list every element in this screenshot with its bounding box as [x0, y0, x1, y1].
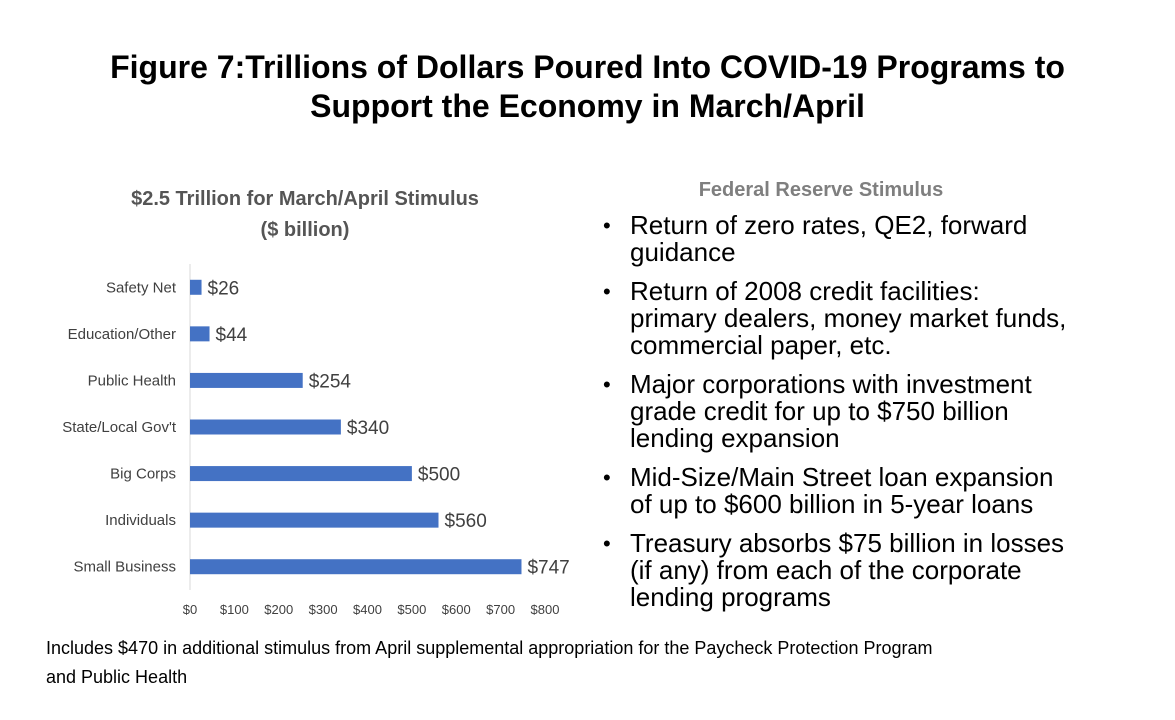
bar	[190, 326, 210, 342]
footnote-line-2: and Public Health	[46, 667, 188, 687]
fed-bullet-line: of up to $600 billion in 5-year loans	[630, 489, 1034, 519]
x-tick-label: $500	[397, 602, 426, 617]
chart-title: $2.5 Trillion for March/April Stimulus (…	[40, 184, 570, 246]
fed-bullet-line: Treasury absorbs $75 billion in losses	[630, 528, 1065, 558]
x-tick-label: $400	[353, 602, 382, 617]
bullet-dot-icon: •	[603, 465, 611, 490]
fed-bullet-line: Major corporations with investment	[630, 369, 1032, 399]
chart-title-line-1: $2.5 Trillion for March/April Stimulus	[131, 188, 479, 210]
x-tick-label: $300	[309, 602, 338, 617]
x-tick-label: $0	[183, 602, 197, 617]
data-label: $500	[418, 465, 460, 486]
bar-chart: Safety Net $26 Education/Other $44 Public He…	[62, 264, 570, 617]
fed-bullet-item: • Major corporations with investment gra…	[596, 371, 1156, 452]
category-label: Safety Net	[106, 279, 177, 296]
fed-bullet-line: (if any) from each of the corporate	[630, 555, 1022, 585]
bullet-dot-icon: •	[603, 213, 611, 238]
fed-bullet-line: commercial paper, etc.	[630, 330, 892, 360]
fed-bullet-line: primary dealers, money market funds,	[630, 303, 1067, 333]
x-tick-label: $200	[264, 602, 293, 617]
fed-bullet-line: lending programs	[630, 582, 831, 612]
data-label: $560	[445, 511, 487, 532]
fed-bullet-line: Mid-Size/Main Street loan expansion	[630, 462, 1054, 492]
x-tick-label: $800	[531, 602, 560, 617]
data-label: $44	[216, 325, 248, 346]
category-label: Small Business	[73, 559, 176, 576]
page-title: Figure 7:Trillions of Dollars Poured Int…	[0, 48, 1175, 126]
bullet-dot-icon: •	[603, 531, 611, 556]
category-label: State/Local Gov't	[62, 419, 177, 436]
footnote: Includes $470 in additional stimulus fro…	[46, 634, 1156, 692]
x-tick-label: $700	[486, 602, 515, 617]
fed-bullet-item: • Mid-Size/Main Street loan expansion of…	[596, 464, 1156, 518]
category-label: Big Corps	[110, 466, 176, 483]
category-label: Individuals	[105, 512, 176, 529]
page-title-line-2: Support the Economy in March/April	[310, 88, 865, 124]
data-label: $26	[208, 278, 240, 299]
fed-stimulus-list: • Return of zero rates, QE2, forward gui…	[596, 212, 1156, 623]
data-label: $254	[309, 371, 352, 392]
bar	[190, 466, 412, 482]
category-label: Education/Other	[68, 326, 176, 343]
fed-bullet-line: guidance	[630, 237, 736, 267]
fed-bullet-line: Return of 2008 credit facilities:	[630, 276, 980, 306]
fed-stimulus-title: Federal Reserve Stimulus	[698, 179, 944, 201]
bar	[190, 372, 303, 388]
bullet-dot-icon: •	[603, 372, 611, 397]
category-label: Public Health	[88, 372, 176, 389]
fed-bullet-line: grade credit for up to $750 billion	[630, 396, 1009, 426]
bar	[190, 512, 439, 528]
data-label: $747	[527, 558, 569, 579]
x-tick-label: $100	[220, 602, 249, 617]
fed-bullet-line: Return of zero rates, QE2, forward	[630, 210, 1028, 240]
chart-title-line-2: ($ billion)	[260, 219, 350, 241]
fed-bullet-item: • Return of zero rates, QE2, forward gui…	[596, 212, 1156, 266]
bullet-dot-icon: •	[603, 279, 611, 304]
fed-bullet-line: lending expansion	[630, 423, 840, 453]
fed-bullet-item: • Return of 2008 credit facilities: prim…	[596, 278, 1156, 359]
fed-bullet-item: • Treasury absorbs $75 billion in losses…	[596, 530, 1156, 611]
bar	[190, 419, 341, 435]
bar	[190, 279, 202, 295]
footnote-line-1: Includes $470 in additional stimulus fro…	[46, 638, 933, 658]
data-label: $340	[347, 418, 389, 439]
x-tick-label: $600	[442, 602, 471, 617]
bar	[190, 559, 522, 575]
page-title-line-1: Figure 7:Trillions of Dollars Poured Int…	[110, 49, 1065, 85]
